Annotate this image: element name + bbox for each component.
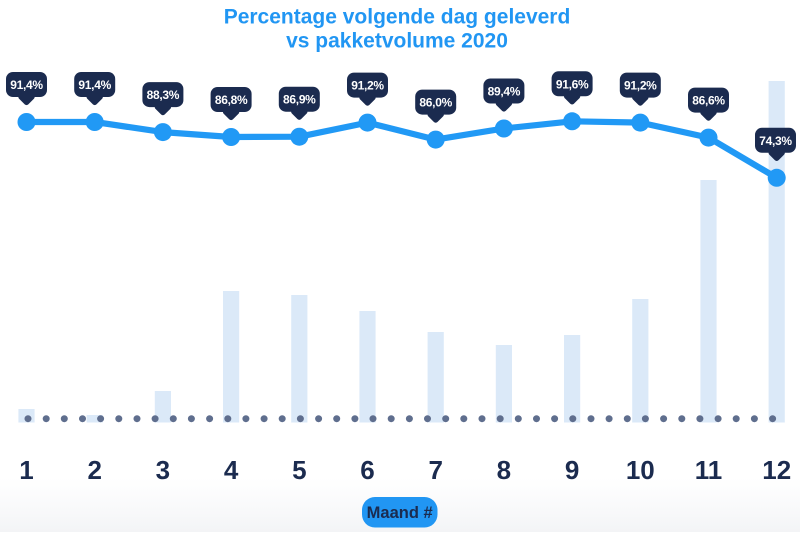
svg-text:12: 12 (762, 455, 791, 485)
svg-text:6: 6 (360, 455, 374, 485)
svg-text:86,0%: 86,0% (419, 96, 452, 110)
svg-text:2: 2 (87, 455, 101, 485)
svg-text:91,6%: 91,6% (556, 77, 589, 91)
svg-text:91,2%: 91,2% (624, 79, 657, 93)
svg-text:91,4%: 91,4% (78, 78, 111, 92)
svg-text:7: 7 (428, 455, 442, 485)
svg-text:89,4%: 89,4% (488, 85, 521, 99)
svg-text:91,2%: 91,2% (351, 79, 384, 93)
svg-text:9: 9 (565, 455, 579, 485)
svg-text:86,8%: 86,8% (215, 93, 248, 107)
svg-text:88,3%: 88,3% (147, 88, 180, 102)
svg-text:74,3%: 74,3% (759, 134, 792, 148)
svg-text:10: 10 (626, 455, 655, 485)
svg-text:86,9%: 86,9% (283, 93, 316, 107)
svg-text:3: 3 (156, 455, 170, 485)
svg-text:11: 11 (695, 455, 723, 485)
svg-text:Maand #: Maand # (367, 504, 433, 522)
svg-text:Percentage volgende dag geleve: Percentage volgende dag geleverd (224, 6, 571, 29)
svg-text:8: 8 (497, 455, 511, 485)
svg-text:91,4%: 91,4% (10, 78, 43, 92)
svg-text:4: 4 (224, 455, 239, 485)
svg-text:5: 5 (292, 455, 306, 485)
svg-text:86,6%: 86,6% (692, 94, 725, 108)
svg-text:1: 1 (19, 455, 33, 485)
svg-text:vs pakketvolume 2020: vs pakketvolume 2020 (286, 30, 508, 53)
